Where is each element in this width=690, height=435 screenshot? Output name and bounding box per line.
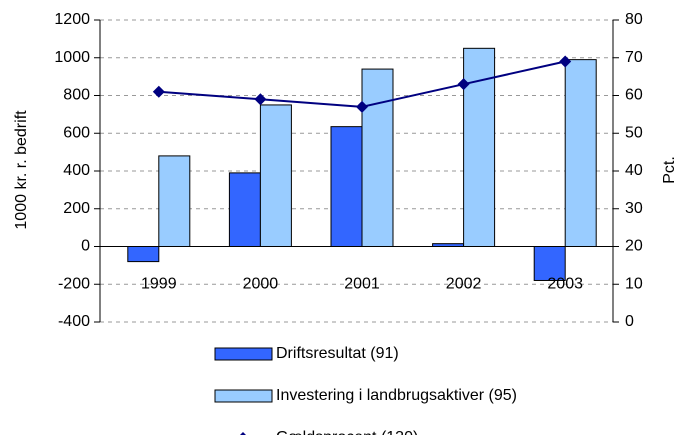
- legend-label: Gældsprocent (130): [276, 429, 418, 435]
- bar: [564, 59, 597, 248]
- y-axis-label: 1000 kr. r. bedrift: [13, 110, 30, 230]
- y2-tick-label: 70: [625, 49, 643, 66]
- x-tick-label: 2003: [547, 275, 583, 292]
- x-tick-label: 2000: [243, 275, 279, 292]
- line-marker: [457, 78, 470, 91]
- y2-tick-label: 80: [625, 11, 643, 28]
- bar: [533, 246, 566, 281]
- legend-swatch: [214, 347, 273, 361]
- y-tick-label: -400: [58, 313, 90, 330]
- y-tick-label: 600: [63, 124, 90, 141]
- bar: [259, 104, 292, 247]
- x-tick-label: 2001: [344, 275, 380, 292]
- y-tick-label: -200: [58, 275, 90, 292]
- line-marker: [559, 55, 572, 68]
- y-tick-label: 800: [63, 87, 90, 104]
- y2-axis-label: Pct.: [661, 156, 678, 184]
- line-marker: [254, 93, 267, 106]
- bar: [228, 172, 261, 247]
- y2-tick-label: 60: [625, 87, 643, 104]
- legend-label: Driftsresultat (91): [276, 345, 399, 362]
- bar: [127, 246, 160, 263]
- bar: [432, 243, 465, 247]
- legend-label: Investering i landbrugsaktiver (95): [276, 387, 517, 404]
- y2-tick-label: 0: [625, 313, 634, 330]
- y-tick-label: 1000: [54, 49, 90, 66]
- y-tick-label: 1200: [54, 11, 90, 28]
- bar: [330, 126, 363, 247]
- y2-tick-label: 50: [625, 124, 643, 141]
- line-marker: [356, 100, 368, 113]
- x-tick-label: 2002: [446, 275, 482, 292]
- y2-tick-label: 30: [625, 200, 643, 217]
- y2-tick-label: 10: [625, 275, 643, 292]
- y-tick-label: 200: [63, 200, 90, 217]
- x-tick-label: 1999: [141, 275, 177, 292]
- y-tick-label: 0: [81, 238, 90, 255]
- y2-tick-label: 20: [625, 238, 643, 255]
- legend-swatch: [214, 389, 273, 403]
- line-marker: [152, 85, 165, 98]
- bar: [158, 155, 191, 247]
- legend-marker: [240, 432, 246, 435]
- y2-tick-label: 40: [625, 162, 643, 179]
- y-tick-label: 400: [63, 162, 90, 179]
- bar: [361, 68, 394, 247]
